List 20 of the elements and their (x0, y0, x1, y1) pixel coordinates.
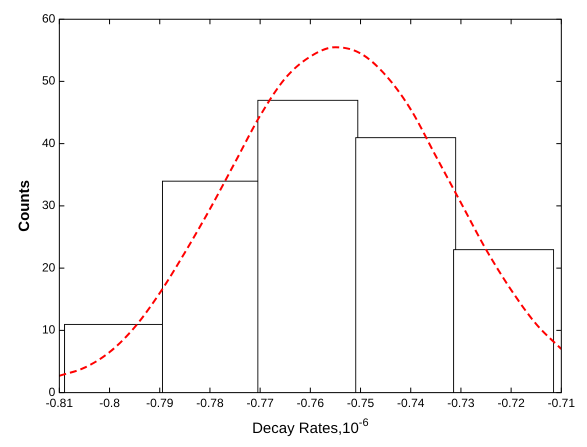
x-tick-label: -0.71 (548, 396, 576, 410)
y-tick-label: 40 (42, 136, 56, 150)
x-tick-label: -0.8 (99, 396, 120, 410)
y-tick-label: 0 (48, 384, 56, 399)
x-tick-label: -0.81 (46, 396, 74, 410)
x-tick-label: -0.74 (397, 396, 425, 410)
x-tick-label: -0.76 (296, 396, 324, 410)
y-tick-label: 20 (42, 260, 56, 274)
x-tick-label: -0.77 (246, 396, 274, 410)
x-tick-label: -0.72 (497, 396, 526, 410)
x-tick-label: -0.79 (146, 396, 174, 410)
line-series (59, 46, 562, 377)
y-tick-label: 10 (42, 322, 56, 337)
x-tick-label: -0.73 (447, 396, 475, 410)
y-tick-label: 30 (42, 198, 56, 212)
y-tick-label: 50 (42, 74, 56, 88)
y-tick-label: 60 (42, 12, 56, 26)
y-axis-title: Counts (16, 180, 34, 232)
x-tick-label: -0.75 (346, 396, 375, 410)
x-tick-label: -0.78 (196, 396, 224, 410)
